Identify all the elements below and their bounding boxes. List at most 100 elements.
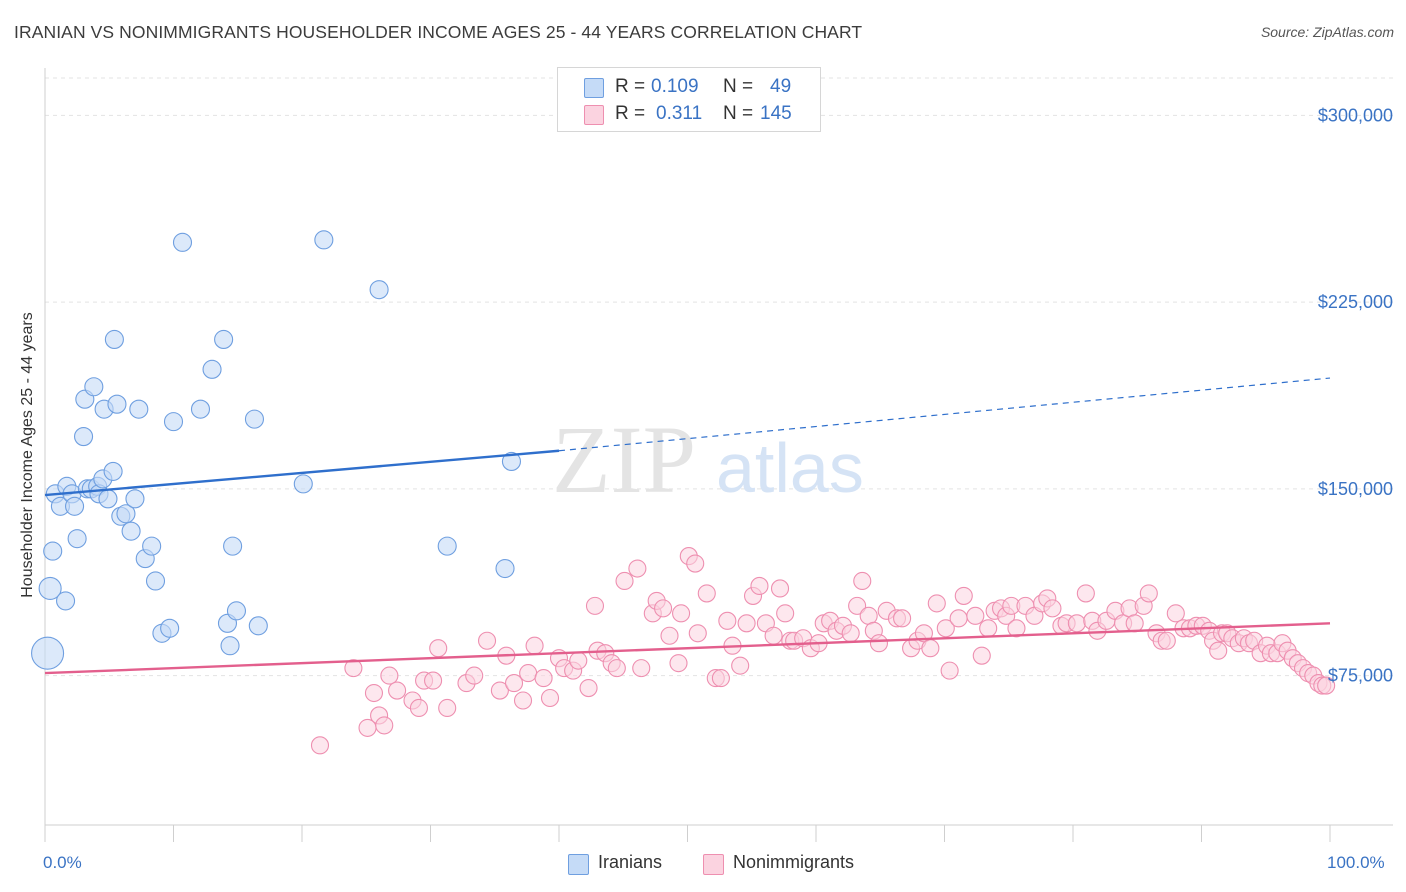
axes <box>44 68 1393 842</box>
iranians-point-32 <box>160 618 180 638</box>
bottom-nonimmigrants-swatch <box>703 854 724 875</box>
iranians-point-22 <box>107 394 127 414</box>
y-tick-label-0: $75,000 <box>1328 666 1393 686</box>
nonimmigrants-point-58 <box>770 579 790 598</box>
nonimmigrants-n-value: 145 <box>760 103 792 124</box>
nonimmigrants-points <box>310 547 1336 755</box>
stats-legend: R = 0.109 N = 49 R = 0.311 N = 145 <box>557 67 821 132</box>
iranians-point-19 <box>98 489 118 509</box>
nonimmigrants-point-0 <box>310 736 330 755</box>
iranians-trend-line <box>44 449 560 497</box>
chart-title: IRANIAN VS NONIMMIGRANTS HOUSEHOLDER INC… <box>14 22 863 42</box>
iranians-point-49 <box>501 451 522 472</box>
watermark-atlas: atlas <box>716 429 864 507</box>
nonimmigrants-r-value: 0.311 <box>656 103 703 124</box>
nonimmigrants-point-83 <box>936 619 955 638</box>
iranians-point-33 <box>163 412 184 432</box>
nonimmigrants-swatch <box>584 105 604 125</box>
nonimmigrants-point-20 <box>513 691 533 710</box>
iranians-point-25 <box>121 521 141 541</box>
nonimmigrants-point-87 <box>966 606 985 625</box>
iranians-point-2 <box>43 541 63 561</box>
nonimmigrants-point-116 <box>1166 604 1185 623</box>
source-credit: Source: ZipAtlas.com <box>1260 24 1394 40</box>
nonimmigrants-point-49 <box>711 669 730 688</box>
iranians-point-36 <box>202 359 222 379</box>
nonimmigrants-point-144 <box>1317 676 1336 695</box>
nonimmigrants-point-42 <box>669 654 688 673</box>
iranians-point-20 <box>103 461 123 481</box>
nonimmigrants-point-9 <box>409 698 428 718</box>
nonimmigrants-point-69 <box>841 624 860 643</box>
nonimmigrants-point-112 <box>1139 584 1158 603</box>
iranians-point-24 <box>116 504 136 524</box>
nonimmigrants-point-110 <box>1125 614 1144 633</box>
iranians-point-27 <box>129 399 149 419</box>
bottom-nonimmigrants-label: Nonimmigrants <box>733 852 855 872</box>
nonimmigrants-point-29 <box>579 678 598 698</box>
iranians-r-label: R = <box>615 76 646 97</box>
y-tick-label-2: $225,000 <box>1318 292 1393 312</box>
nonimmigrants-point-17 <box>490 681 509 700</box>
iranians-point-0 <box>31 636 65 670</box>
nonimmigrants-point-103 <box>1076 584 1095 603</box>
nonimmigrants-point-45 <box>686 554 705 573</box>
iranians-n-value: 49 <box>770 76 792 97</box>
nonimmigrants-point-47 <box>697 584 716 603</box>
nonimmigrants-point-16 <box>477 631 497 650</box>
iranians-point-29 <box>142 536 162 556</box>
iranians-point-44 <box>293 474 313 494</box>
iranians-point-8 <box>65 496 85 516</box>
nonimmigrants-point-115 <box>1157 631 1176 650</box>
nonimmigrants-point-13 <box>438 698 457 718</box>
iranians-points <box>31 230 522 670</box>
y-tick-labels: $75,000 $150,000 $225,000 $300,000 <box>1318 105 1393 685</box>
y-tick-label-1: $150,000 <box>1318 479 1393 499</box>
watermark-zip: ZIP <box>552 406 696 513</box>
nonimmigrants-point-53 <box>737 614 756 633</box>
iranians-point-5 <box>56 591 76 611</box>
nonimmigrants-point-6 <box>380 666 399 685</box>
nonimmigrants-point-37 <box>632 659 651 678</box>
nonimmigrants-point-55 <box>750 576 769 596</box>
nonimmigrants-point-82 <box>927 594 946 613</box>
nonimmigrants-point-84 <box>940 661 959 680</box>
nonimmigrants-point-41 <box>660 626 679 645</box>
nonimmigrants-point-86 <box>954 586 973 605</box>
iranians-point-40 <box>223 536 243 556</box>
nonimmigrants-point-85 <box>949 609 968 628</box>
y-tick-label-3: $300,000 <box>1318 105 1393 125</box>
nonimmigrants-point-3 <box>364 683 384 703</box>
nonimmigrants-point-94 <box>1007 619 1026 638</box>
iranians-point-39 <box>220 636 240 656</box>
y-axis-label: Householder Income Ages 25 - 44 years <box>19 312 36 598</box>
nonimmigrants-point-19 <box>504 674 524 693</box>
nonimmigrants-point-24 <box>540 688 560 708</box>
nonimmigrants-point-5 <box>375 716 394 735</box>
grid-lines <box>45 77 1393 677</box>
iranians-point-26 <box>125 489 145 509</box>
nonimmigrants-point-88 <box>972 646 991 665</box>
nonimmigrants-point-102 <box>1067 614 1086 633</box>
nonimmigrants-point-74 <box>869 634 889 653</box>
iranians-point-14 <box>84 377 104 397</box>
nonimmigrants-point-50 <box>718 611 737 630</box>
nonimmigrants-point-40 <box>654 599 673 618</box>
nonimmigrants-point-70 <box>848 596 867 615</box>
iranians-point-35 <box>190 399 211 419</box>
nonimmigrants-point-35 <box>615 571 634 591</box>
iranians-point-9 <box>67 529 87 549</box>
iranians-point-47 <box>437 536 457 556</box>
iranians-n-label: N = <box>723 76 754 97</box>
iranians-point-10 <box>74 427 94 447</box>
nonimmigrants-point-12 <box>429 639 448 658</box>
nonimmigrants-r-label: R = <box>615 103 646 124</box>
iranians-point-21 <box>104 329 124 350</box>
nonimmigrants-point-36 <box>628 559 647 578</box>
iranians-point-41 <box>226 601 247 621</box>
iranians-point-48 <box>495 558 515 579</box>
nonimmigrants-point-34 <box>607 659 626 678</box>
nonimmigrants-point-99 <box>1043 599 1062 618</box>
nonimmigrants-point-28 <box>569 651 588 670</box>
